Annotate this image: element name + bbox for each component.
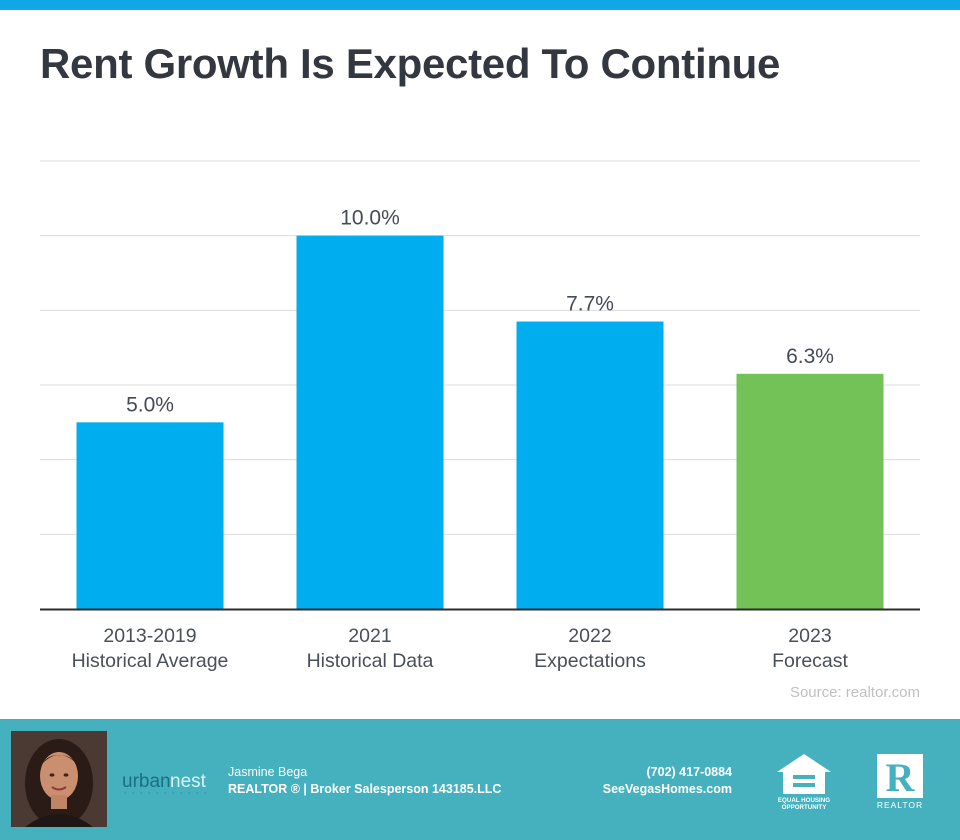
category-label: Historical Data [307,650,434,672]
data-label: 5.0% [126,393,174,416]
bar [76,422,224,609]
urbannest-logo: urban nest [122,769,214,795]
agent-role: REALTOR ® | Broker Salesperson 143185.LL… [228,782,502,796]
svg-text:EQUAL HOUSING: EQUAL HOUSING [778,797,830,804]
category-label: 2022 [568,625,611,647]
data-label: 7.7% [566,293,614,316]
bar-chart: 5.0% 2013-2019 Historical Average 10.0% 2021… [40,160,920,672]
footer-banner: urban nest Jasmine Bega REALTOR ® | Brok… [0,719,960,840]
category-label: Forecast [772,650,848,672]
svg-text:OPPORTUNITY: OPPORTUNITY [782,804,828,811]
website-link[interactable]: SeeVegasHomes.com [602,782,732,796]
category-label: Expectations [534,650,646,672]
top-accent-bar [0,0,960,10]
contact-info: (702) 417-0884 SeeVegasHomes.com [603,764,732,798]
realtor-icon: R REALTOR [873,752,927,812]
equal-housing-icon: EQUAL HOUSING OPPORTUNITY [773,750,835,812]
agent-info: Jasmine Bega REALTOR ® | Broker Salesper… [228,764,501,798]
svg-text:urban: urban [122,771,171,792]
svg-text:nest: nest [170,771,207,792]
page-title: Rent Growth Is Expected To Continue [40,40,781,87]
bar [516,321,664,609]
bar [296,235,444,609]
category-label: 2023 [788,625,831,647]
svg-text:R: R [886,755,916,800]
data-label: 10.0% [340,207,400,230]
source-note: Source: realtor.com [789,684,920,701]
category-label: 2013-2019 [103,625,196,647]
phone-number[interactable]: (702) 417-0884 [646,765,732,779]
svg-text:REALTOR: REALTOR [877,800,923,810]
bar [736,373,884,609]
category-label: Historical Average [72,650,229,672]
agent-name: Jasmine Bega [228,765,308,779]
category-label: 2021 [348,625,391,647]
data-label: 6.3% [786,345,834,368]
agent-photo [11,731,107,827]
